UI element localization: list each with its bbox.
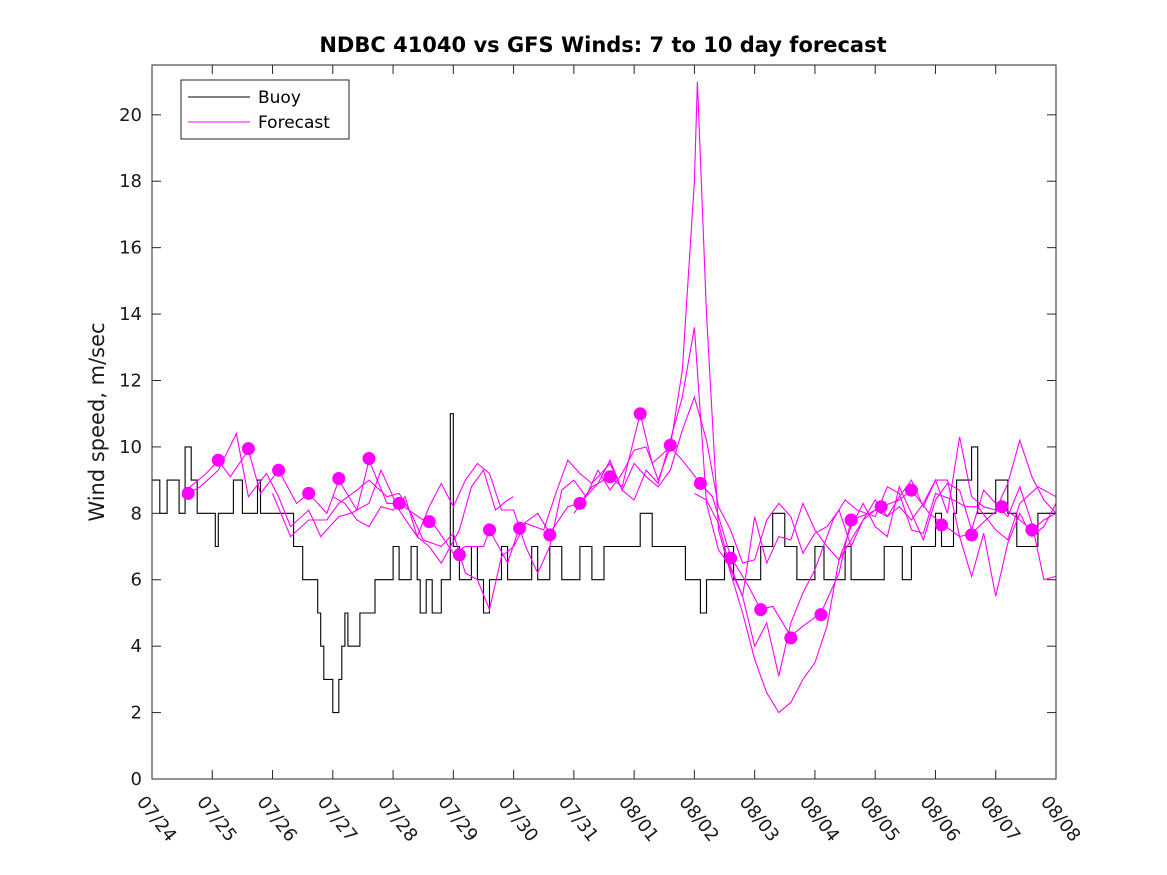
forecast-marker xyxy=(754,603,768,617)
legend-box xyxy=(180,79,350,140)
forecast-marker xyxy=(302,486,316,500)
forecast-marker xyxy=(965,528,979,542)
y-tick-label: 18 xyxy=(119,171,142,192)
y-tick-label: 12 xyxy=(119,370,142,391)
forecast-marker xyxy=(332,472,346,485)
y-axis-label: Wind speed, m/sec xyxy=(85,322,109,521)
y-tick-label: 0 xyxy=(131,769,142,790)
forecast-marker xyxy=(422,515,436,529)
forecast-marker xyxy=(844,513,858,527)
y-tick-label: 14 xyxy=(119,304,142,325)
forecast-marker xyxy=(935,518,948,532)
forecast-marker xyxy=(904,483,918,497)
forecast-marker xyxy=(995,500,1009,514)
forecast-marker xyxy=(693,476,707,490)
forecast-marker xyxy=(452,548,466,562)
forecast-line xyxy=(694,482,1057,599)
legend-buoy-label: Buoy xyxy=(258,88,301,108)
forecast-series xyxy=(181,81,1057,714)
forecast-marker xyxy=(181,486,195,500)
forecast-line xyxy=(181,431,514,565)
y-axis-ticks: 0 2 4 6 8 10 12 14 16 18 20 xyxy=(119,105,1056,790)
y-tick-label: 20 xyxy=(119,105,142,126)
forecast-marker xyxy=(663,438,677,452)
forecast-marker xyxy=(543,528,557,542)
forecast-marker xyxy=(272,463,286,477)
y-tick-label: 2 xyxy=(131,703,142,724)
forecast-marker xyxy=(814,608,828,622)
plot-area xyxy=(152,65,1056,779)
chart-title: NDBC 41040 vs GFS Winds: 7 to 10 day for… xyxy=(319,33,886,57)
forecast-marker xyxy=(784,631,798,645)
forecast-marker xyxy=(603,470,617,484)
forecast-marker xyxy=(633,407,647,421)
legend-forecast-label: Forecast xyxy=(258,113,330,133)
y-tick-label: 16 xyxy=(119,238,142,259)
legend: Buoy Forecast xyxy=(180,79,350,140)
y-tick-label: 10 xyxy=(119,437,142,458)
forecast-marker xyxy=(241,442,255,456)
forecast-marker xyxy=(362,452,376,465)
buoy-series xyxy=(152,413,1056,714)
forecast-markers xyxy=(181,407,1039,645)
forecast-marker xyxy=(513,521,527,535)
buoy-line xyxy=(152,413,1056,714)
forecast-line xyxy=(573,395,1057,564)
forecast-marker xyxy=(874,500,888,514)
y-tick-label: 8 xyxy=(131,503,142,524)
forecast-marker xyxy=(483,523,496,537)
forecast-line xyxy=(181,413,1057,638)
forecast-marker xyxy=(392,496,406,510)
y-tick-label: 6 xyxy=(131,570,142,591)
forecast-marker xyxy=(1025,523,1039,537)
plot-frame xyxy=(151,64,1057,780)
forecast-marker xyxy=(211,453,225,467)
forecast-marker xyxy=(573,496,587,510)
forecast-marker xyxy=(724,551,738,565)
y-tick-label: 4 xyxy=(131,636,142,657)
